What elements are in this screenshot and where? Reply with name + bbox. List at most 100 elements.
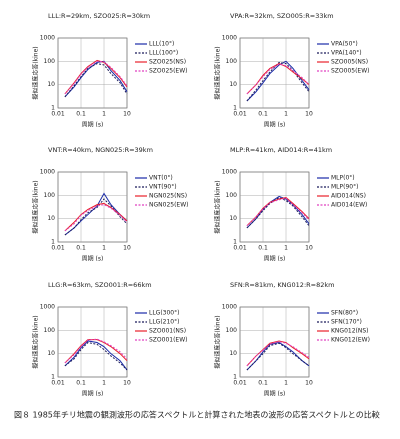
y-tick-label: 1000 bbox=[40, 35, 55, 42]
legend-label: LLG(210°) bbox=[149, 319, 179, 326]
legend-label: SZO001(EW) bbox=[149, 337, 188, 344]
x-tick-label: 0.1 bbox=[76, 111, 86, 118]
x-axis-label: 周期 (s) bbox=[82, 255, 104, 263]
y-tick-label: 1000 bbox=[222, 169, 237, 176]
x-axis-label: 周期 (s) bbox=[264, 390, 286, 398]
x-tick-label: 0.01 bbox=[51, 245, 65, 252]
x-tick-label: 1 bbox=[284, 380, 288, 387]
series-line bbox=[246, 197, 310, 229]
y-axis-label: 擬似速度応答(kine) bbox=[32, 180, 40, 233]
series-line bbox=[64, 338, 128, 364]
legend-label: LLG(300°) bbox=[149, 310, 179, 317]
legend-label: LLL(100°) bbox=[149, 50, 178, 57]
series-line bbox=[64, 198, 128, 236]
y-tick-label: 100 bbox=[226, 58, 238, 65]
series-line bbox=[64, 341, 128, 371]
chart-title: VPA:R=32km, SZO005:R=33km bbox=[230, 12, 334, 20]
x-tick-label: 0.01 bbox=[51, 111, 65, 118]
x-axis-label: 周期 (s) bbox=[264, 121, 286, 129]
x-tick-label: 1 bbox=[102, 111, 106, 118]
series-line bbox=[64, 60, 128, 95]
x-tick-label: 10 bbox=[123, 111, 131, 118]
x-tick-label: 10 bbox=[305, 380, 313, 387]
x-axis-label: 周期 (s) bbox=[82, 390, 104, 398]
x-axis-label: 周期 (s) bbox=[264, 255, 286, 263]
legend-label: VPA(50°) bbox=[331, 41, 358, 48]
x-tick-label: 1 bbox=[102, 245, 106, 252]
x-tick-label: 0.01 bbox=[233, 380, 247, 387]
series-line bbox=[64, 63, 128, 98]
legend-label: KNG012(EW) bbox=[331, 337, 370, 344]
y-tick-label: 100 bbox=[44, 58, 56, 65]
y-tick-label: 10 bbox=[229, 350, 237, 357]
legend-label: SZO001(NS) bbox=[149, 328, 186, 335]
y-tick-label: 100 bbox=[44, 327, 56, 334]
y-tick-label: 1 bbox=[233, 105, 237, 112]
y-tick-label: 1000 bbox=[40, 304, 55, 311]
y-tick-label: 10 bbox=[229, 215, 237, 222]
series-line bbox=[246, 63, 310, 95]
chart-title: MLP:R=41km, AID014:R=41km bbox=[230, 146, 332, 154]
legend-label: NGN025(EW) bbox=[149, 202, 188, 209]
y-axis-label: 擬似速度応答(kine) bbox=[32, 315, 40, 368]
x-tick-label: 10 bbox=[305, 111, 313, 118]
y-axis-label: 擬似速度応答(kine) bbox=[214, 180, 222, 233]
chart-title: VNT:R=40km, NGN025:R=39km bbox=[48, 146, 153, 154]
x-tick-label: 10 bbox=[305, 245, 313, 252]
legend-label: NGN025(NS) bbox=[149, 193, 187, 200]
y-tick-label: 1 bbox=[233, 374, 237, 381]
x-tick-label: 1 bbox=[284, 245, 288, 252]
caption: 図８ 1985年チリ地震の観測波形の応答スペクトルと計算された地表の波形の応答ス… bbox=[14, 410, 380, 420]
legend-label: SFN(170°) bbox=[331, 319, 362, 326]
plot-area bbox=[239, 171, 310, 243]
series-line bbox=[246, 61, 310, 102]
x-tick-label: 10 bbox=[123, 245, 131, 252]
x-tick-label: 0.01 bbox=[51, 380, 65, 387]
legend-label: LLL(10°) bbox=[149, 41, 174, 48]
series-line bbox=[246, 340, 310, 367]
y-tick-label: 1000 bbox=[222, 35, 237, 42]
x-tick-label: 0.1 bbox=[258, 245, 268, 252]
y-tick-label: 1000 bbox=[40, 169, 55, 176]
legend-label: MLP(90°) bbox=[331, 184, 358, 191]
y-axis-label: 擬似速度応答(kine) bbox=[214, 315, 222, 368]
legend-label: KNG012(NS) bbox=[331, 328, 369, 335]
series-line bbox=[246, 197, 310, 227]
series-line bbox=[64, 339, 128, 364]
series-line bbox=[246, 195, 310, 229]
x-tick-label: 1 bbox=[102, 380, 106, 387]
y-tick-label: 100 bbox=[44, 192, 56, 199]
legend-label: MLP(0°) bbox=[331, 175, 355, 182]
series-line bbox=[64, 202, 128, 232]
legend-label: AID014(EW) bbox=[331, 202, 367, 209]
y-tick-label: 1 bbox=[51, 374, 55, 381]
series-line bbox=[246, 341, 310, 367]
x-tick-label: 0.1 bbox=[258, 111, 268, 118]
legend-label: AID014(NS) bbox=[331, 193, 366, 200]
legend-label: SZO005(NS) bbox=[331, 59, 368, 66]
series-line bbox=[64, 60, 128, 98]
y-tick-label: 10 bbox=[47, 350, 55, 357]
legend-label: VNT(90°) bbox=[149, 184, 177, 191]
series-line bbox=[246, 197, 310, 227]
y-axis-label: 擬似速度応答(kine) bbox=[214, 46, 222, 99]
series-line bbox=[246, 63, 310, 95]
y-tick-label: 1 bbox=[233, 239, 237, 246]
y-tick-label: 1 bbox=[51, 239, 55, 246]
y-tick-label: 10 bbox=[229, 81, 237, 88]
y-tick-label: 10 bbox=[47, 81, 55, 88]
y-tick-label: 1000 bbox=[222, 304, 237, 311]
legend-label: VPA(140°) bbox=[331, 50, 362, 57]
x-tick-label: 0.01 bbox=[233, 111, 247, 118]
series-line bbox=[64, 204, 128, 232]
x-tick-label: 10 bbox=[123, 380, 131, 387]
y-tick-label: 100 bbox=[226, 192, 238, 199]
legend-label: VNT(0°) bbox=[149, 175, 173, 182]
legend-label: SZO025(EW) bbox=[149, 68, 188, 75]
y-tick-label: 10 bbox=[47, 215, 55, 222]
legend-label: SZO005(EW) bbox=[331, 68, 370, 75]
x-axis-label: 周期 (s) bbox=[82, 121, 104, 129]
y-axis-label: 擬似速度応答(kine) bbox=[32, 46, 40, 99]
chart-title: LLL:R=29km, SZO025:R=30km bbox=[48, 12, 150, 20]
